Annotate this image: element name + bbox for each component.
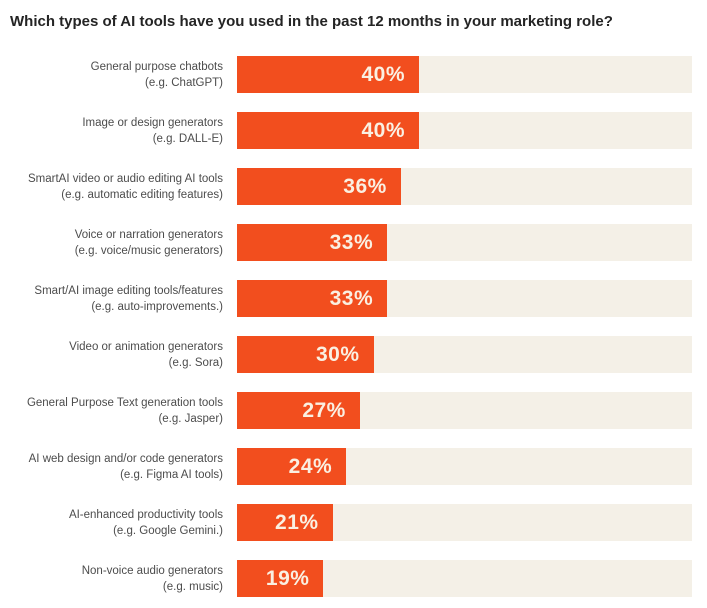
bar-value-label: 21%: [275, 510, 319, 534]
chart-row: Smart/AI image editing tools/features (e.…: [0, 280, 707, 317]
category-label: Video or animation generators (e.g. Sora): [0, 336, 237, 373]
category-label-sub: (e.g. voice/music generators): [74, 244, 223, 257]
bar: 27%: [237, 392, 360, 429]
category-label-sub: (e.g. automatic editing features): [61, 188, 223, 201]
category-label: AI-enhanced productivity tools (e.g. Goog…: [0, 504, 237, 541]
bar: 24%: [237, 448, 347, 485]
category-label-main: Voice or narration generators: [74, 228, 223, 241]
bar-value-label: 40%: [361, 118, 405, 142]
category-label-sub: (e.g. Google Gemini.): [113, 524, 223, 537]
bar-track: 27%: [237, 392, 692, 429]
category-label-main: General purpose chatbots: [90, 60, 223, 73]
bar-track: 21%: [237, 504, 692, 541]
category-label-main: AI-enhanced productivity tools: [68, 508, 223, 521]
category-label-sub: (e.g. Sora): [168, 356, 223, 369]
category-label-main: Video or animation generators: [69, 340, 223, 353]
category-label-sub: (e.g. Jasper): [158, 412, 223, 425]
bar-value-label: 30%: [315, 342, 360, 366]
chart-row: General purpose chatbots (e.g. ChatGPT) 40…: [0, 56, 707, 93]
chart-row: Video or animation generators (e.g. Sora)…: [0, 336, 707, 373]
category-label: Smart/AI image editing tools/features (e.…: [0, 280, 237, 317]
bar-value-label: 24%: [288, 454, 333, 478]
category-label-sub: (e.g. DALL-E): [152, 132, 223, 145]
bar-value-label: 19%: [265, 566, 310, 590]
category-label-main: General Purpose Text generation tools: [26, 396, 223, 409]
bar-track: 36%: [237, 168, 692, 205]
bar: 40%: [237, 56, 419, 93]
bar: 33%: [237, 280, 388, 317]
bar: 21%: [237, 504, 333, 541]
category-label-main: Smart/AI image editing tools/features: [34, 284, 223, 297]
bar-track: 40%: [237, 112, 692, 149]
chart-title: Which types of AI tools have you used in…: [10, 13, 613, 30]
bar-track: 30%: [237, 336, 692, 373]
bar: 33%: [237, 224, 388, 261]
chart-row: AI-enhanced productivity tools (e.g. Goog…: [0, 504, 707, 541]
bar-value-label: 33%: [329, 286, 374, 310]
bar: 30%: [237, 336, 374, 373]
bar-chart: General purpose chatbots (e.g. ChatGPT) 40…: [0, 56, 707, 597]
bar-value-label: 33%: [329, 230, 374, 254]
bar: 40%: [237, 112, 419, 149]
bar: 36%: [237, 168, 401, 205]
chart-row: AI web design and/or code generators (e.g…: [0, 448, 707, 485]
category-label: Image or design generators (e.g. DALL-E): [0, 112, 237, 149]
chart-row: Image or design generators (e.g. DALL-E) 4…: [0, 112, 707, 149]
bar-value-label: 40%: [361, 62, 405, 86]
bar-track: 40%: [237, 56, 692, 93]
bar-track: 33%: [237, 280, 692, 317]
chart-row: SmartAI video or audio editing AI tools (…: [0, 168, 707, 205]
bar-track: 19%: [237, 560, 692, 597]
category-label-main: Image or design generators: [82, 116, 223, 129]
bar: 19%: [237, 560, 324, 597]
chart-row: General Purpose Text generation tools (e.…: [0, 392, 707, 429]
bar-track: 33%: [237, 224, 692, 261]
category-label-main: AI web design and/or code generators: [28, 452, 223, 465]
category-label-main: Non-voice audio generators: [81, 564, 223, 577]
chart-row: Voice or narration generators (e.g. voice…: [0, 224, 707, 261]
category-label: AI web design and/or code generators (e.g…: [0, 448, 237, 485]
bar-value-label: 36%: [343, 174, 387, 198]
category-label: General Purpose Text generation tools (e.…: [0, 392, 237, 429]
category-label-sub: (e.g. ChatGPT): [145, 76, 223, 89]
bar-value-label: 27%: [302, 398, 346, 422]
bar-track: 24%: [237, 448, 692, 485]
category-label: SmartAI video or audio editing AI tools (…: [0, 168, 237, 205]
category-label: Voice or narration generators (e.g. voice…: [0, 224, 237, 261]
category-label: General purpose chatbots (e.g. ChatGPT): [0, 56, 237, 93]
category-label-sub: (e.g. music): [162, 580, 223, 593]
category-label-sub: (e.g. Figma AI tools): [120, 468, 223, 481]
chart-row: Non-voice audio generators (e.g. music) 19…: [0, 560, 707, 597]
category-label-main: SmartAI video or audio editing AI tools: [28, 172, 223, 185]
category-label: Non-voice audio generators (e.g. music): [0, 560, 237, 597]
category-label-sub: (e.g. auto-improvements.): [91, 300, 223, 313]
